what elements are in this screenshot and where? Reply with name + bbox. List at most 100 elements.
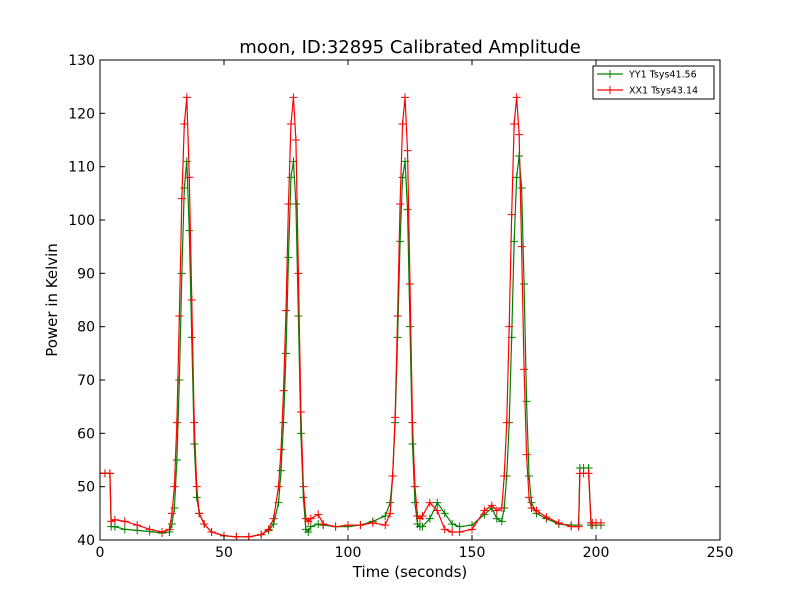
data-point-marker bbox=[507, 210, 516, 219]
y-tick-label: 130 bbox=[68, 53, 95, 69]
data-point-marker bbox=[410, 482, 419, 491]
data-point-marker bbox=[448, 520, 457, 528]
y-tick-label: 50 bbox=[77, 480, 95, 496]
y-tick-label: 100 bbox=[68, 213, 95, 229]
data-point-marker bbox=[192, 493, 201, 502]
data-point-marker bbox=[282, 349, 290, 358]
data-point-marker bbox=[145, 525, 154, 534]
data-point-marker bbox=[195, 509, 204, 518]
data-point-marker bbox=[381, 512, 390, 520]
data-point-marker bbox=[584, 469, 593, 478]
data-point-marker bbox=[433, 506, 442, 515]
data-point-marker bbox=[368, 518, 377, 527]
data-point-marker bbox=[284, 200, 293, 208]
data-point-marker bbox=[455, 528, 464, 536]
data-point-marker bbox=[175, 376, 184, 384]
x-tick-label: 150 bbox=[459, 545, 486, 561]
data-point-marker bbox=[264, 525, 273, 534]
data-point-marker bbox=[274, 482, 283, 491]
y-tick-label: 70 bbox=[77, 373, 95, 389]
legend-box bbox=[592, 65, 715, 100]
data-point-marker bbox=[120, 525, 129, 534]
data-point-marker bbox=[500, 472, 509, 480]
data-point-marker bbox=[525, 493, 534, 502]
legend: YY1 Tsys41.56 XX1 Tsys43.14 bbox=[592, 65, 715, 100]
y-tick-label: 60 bbox=[77, 426, 95, 442]
y-tick-label: 120 bbox=[68, 106, 95, 122]
data-point-marker bbox=[291, 136, 300, 144]
legend-label: XX1 Tsys43.14 bbox=[629, 86, 698, 97]
data-point-marker bbox=[393, 312, 402, 320]
data-point-marker bbox=[190, 440, 199, 448]
data-point-marker bbox=[406, 322, 414, 331]
data-point-marker bbox=[408, 418, 417, 427]
data-point-marker bbox=[403, 146, 412, 155]
data-point-marker bbox=[244, 532, 253, 540]
data-point-marker bbox=[314, 510, 323, 519]
data-point-marker bbox=[294, 312, 303, 320]
legend-marker bbox=[606, 86, 614, 94]
data-point-marker bbox=[517, 242, 526, 251]
data-point-marker bbox=[180, 120, 189, 128]
data-point-marker bbox=[190, 418, 199, 427]
data-point-marker bbox=[344, 521, 352, 530]
data-point-marker bbox=[277, 466, 286, 475]
data-point-marker bbox=[177, 194, 186, 203]
data-point-marker bbox=[200, 520, 209, 528]
data-point-marker bbox=[487, 501, 496, 510]
data-point-marker bbox=[296, 429, 305, 438]
data-point-marker bbox=[468, 525, 476, 534]
series-1 bbox=[100, 93, 605, 540]
data-point-marker bbox=[403, 205, 412, 214]
data-point-marker bbox=[398, 120, 407, 128]
data-point-marker bbox=[105, 469, 114, 478]
x-tick-label: 0 bbox=[96, 545, 105, 561]
data-point-marker bbox=[182, 157, 191, 166]
x-tick-label: 250 bbox=[707, 545, 734, 561]
data-point-marker bbox=[279, 418, 288, 427]
y-tick-label: 80 bbox=[77, 320, 95, 336]
data-point-marker bbox=[167, 520, 176, 528]
data-point-marker bbox=[396, 237, 405, 246]
data-point-marker bbox=[520, 280, 529, 288]
data-point-marker bbox=[532, 506, 541, 515]
legend-label: YY1 Tsys41.56 bbox=[628, 70, 697, 81]
data-point-marker bbox=[306, 514, 315, 523]
data-point-marker bbox=[269, 514, 278, 523]
data-point-marker bbox=[517, 184, 526, 192]
data-point-marker bbox=[192, 482, 201, 491]
data-point-marker bbox=[172, 456, 181, 464]
data-point-marker bbox=[512, 93, 521, 102]
legend-marker bbox=[606, 70, 614, 78]
data-point-marker bbox=[525, 472, 534, 480]
data-point-marker bbox=[401, 93, 410, 102]
data-point-marker bbox=[386, 509, 395, 518]
data-point-marker bbox=[388, 472, 397, 480]
data-point-marker bbox=[406, 280, 414, 288]
data-point-marker bbox=[170, 504, 179, 512]
data-point-marker bbox=[279, 386, 288, 395]
data-point-marker bbox=[410, 498, 419, 507]
data-point-marker bbox=[232, 532, 241, 540]
data-point-marker bbox=[306, 522, 315, 531]
data-point-marker bbox=[133, 521, 142, 530]
y-axis-label: Power in Kelvin bbox=[43, 243, 61, 357]
data-point-marker bbox=[554, 518, 563, 527]
data-point-marker bbox=[185, 226, 194, 235]
data-point-marker bbox=[497, 504, 506, 512]
data-point-marker bbox=[492, 506, 501, 515]
data-point-marker bbox=[542, 513, 551, 522]
data-point-marker bbox=[522, 450, 531, 459]
data-point-marker bbox=[177, 269, 186, 278]
data-point-marker bbox=[356, 521, 365, 530]
data-point-marker bbox=[187, 296, 196, 304]
y-tick-label: 90 bbox=[77, 266, 95, 282]
data-point-marker bbox=[207, 528, 216, 536]
data-point-marker bbox=[167, 509, 176, 518]
data-point-marker bbox=[165, 525, 174, 534]
data-point-marker bbox=[175, 312, 184, 320]
data-point-marker bbox=[120, 517, 129, 526]
data-point-marker bbox=[304, 528, 313, 536]
data-point-marker bbox=[286, 173, 295, 182]
